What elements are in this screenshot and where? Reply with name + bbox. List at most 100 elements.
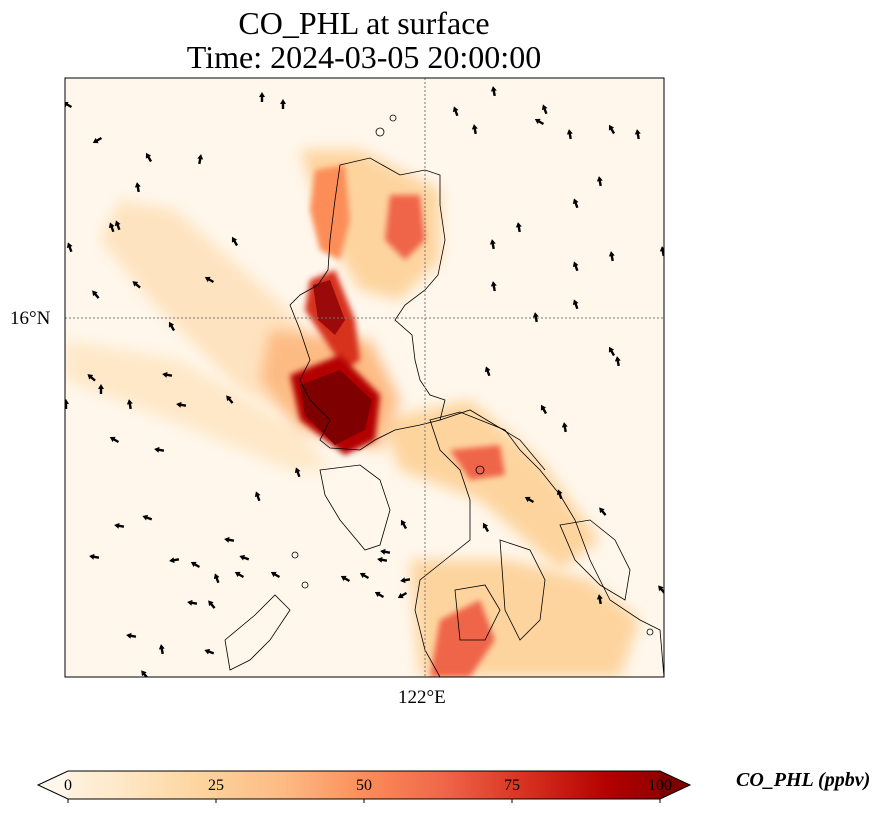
wind-arrow — [599, 507, 607, 516]
wind-arrow — [226, 395, 234, 404]
wind-arrow — [359, 572, 370, 580]
wind-arrow — [145, 152, 153, 163]
colorbar-max-extension — [660, 771, 690, 799]
wind-arrow — [114, 522, 125, 529]
wind-arrow — [169, 557, 180, 564]
map-frame — [64, 77, 665, 678]
luzon-coast — [289, 157, 446, 451]
concentration-field — [65, 150, 640, 677]
colorbar-tick-75: 75 — [504, 777, 520, 794]
wind-arrow — [92, 290, 100, 299]
islet-5 — [475, 465, 485, 475]
wind-arrow — [126, 632, 137, 639]
colorbar-tick-marks — [67, 799, 661, 803]
plume-north-strip — [310, 165, 350, 260]
islet-1 — [375, 127, 385, 137]
wind-arrow — [482, 522, 490, 533]
wind-arrow — [65, 399, 69, 409]
plume-core-north-max — [313, 280, 345, 335]
samar-coast — [559, 519, 631, 601]
wind-arrow — [532, 312, 539, 323]
wind-arrow — [340, 575, 351, 583]
wind-arrow — [109, 436, 120, 444]
wind-arrow — [231, 236, 239, 247]
bicol-visayas-coast — [414, 411, 664, 677]
islet-6 — [646, 628, 654, 636]
lon-tick-label: 122°E — [398, 687, 446, 708]
wind-arrow — [490, 281, 497, 292]
wind-arrow — [132, 281, 141, 289]
plume-east — [380, 400, 600, 570]
wind-arrow — [89, 553, 100, 560]
colorbar-min-extension — [38, 771, 68, 799]
wind-arrow — [204, 276, 215, 284]
plume-east-spot — [450, 445, 505, 480]
wind-arrow — [484, 366, 491, 377]
palawan-coast — [224, 594, 291, 671]
wind-arrow — [197, 154, 204, 165]
wind-arrow — [608, 251, 615, 262]
wind-arrow — [400, 519, 408, 530]
wind-arrow — [608, 124, 616, 135]
wind-arrow — [208, 600, 216, 609]
mindoro-coast — [319, 464, 391, 551]
islet-4 — [301, 581, 309, 589]
wind-arrow — [259, 92, 265, 102]
wind-arrow — [162, 371, 173, 378]
map-area — [65, 78, 664, 677]
wind-arrow — [380, 548, 391, 555]
island-coast-2 — [454, 584, 501, 641]
wind-arrow — [659, 246, 664, 257]
wind-arrow — [224, 536, 235, 543]
wind-arrow — [397, 591, 408, 599]
coastlines — [224, 114, 664, 677]
wind-arrow — [541, 104, 548, 115]
wind-arrow — [572, 261, 579, 272]
wind-arrow — [471, 124, 478, 135]
wind-arrow — [634, 129, 641, 140]
wind-vectors — [65, 86, 664, 677]
wind-arrow — [596, 176, 603, 187]
wind-arrow — [572, 198, 579, 209]
wind-arrow — [168, 321, 176, 332]
wind-arrow — [114, 220, 121, 231]
plume-core-max — [300, 370, 372, 445]
wind-arrow — [134, 182, 141, 193]
islet-2 — [389, 114, 397, 122]
wind-arrow — [608, 346, 616, 357]
wind-arrow — [158, 644, 165, 655]
bicol-inner-coast — [439, 409, 546, 471]
wind-arrow — [534, 118, 545, 126]
wind-arrow — [176, 401, 187, 408]
plume-south-spot — [430, 600, 495, 677]
colorbar-label: CO_PHL (ppbv) — [736, 769, 871, 791]
wind-arrow — [596, 594, 603, 605]
colorbar-tick-0: 0 — [64, 777, 72, 794]
wind-arrow — [400, 577, 411, 584]
wind-arrow — [234, 571, 245, 579]
wind-arrow — [572, 299, 579, 310]
wind-arrow — [204, 648, 215, 655]
wind-arrow — [452, 106, 459, 117]
wind-arrow — [239, 554, 250, 561]
wind-arrow — [270, 571, 281, 579]
wind-arrow — [280, 99, 286, 109]
colorbar — [36, 770, 692, 803]
wind-arrow — [614, 356, 621, 367]
wind-arrow — [561, 422, 568, 433]
plume-southwest — [65, 340, 330, 470]
colorbar-tick-25: 25 — [208, 777, 224, 794]
wind-arrow — [566, 129, 573, 140]
wind-arrow — [540, 404, 548, 415]
wind-arrow — [126, 399, 133, 410]
wind-arrow — [524, 496, 535, 504]
plume-northeast-spot — [385, 195, 425, 260]
wind-arrow — [66, 242, 73, 253]
wind-arrow — [377, 556, 388, 563]
wind-arrow — [87, 374, 96, 382]
islet-3 — [291, 551, 299, 559]
wind-arrow — [294, 467, 301, 478]
wind-arrow — [515, 222, 522, 233]
wind-arrow — [213, 573, 220, 584]
